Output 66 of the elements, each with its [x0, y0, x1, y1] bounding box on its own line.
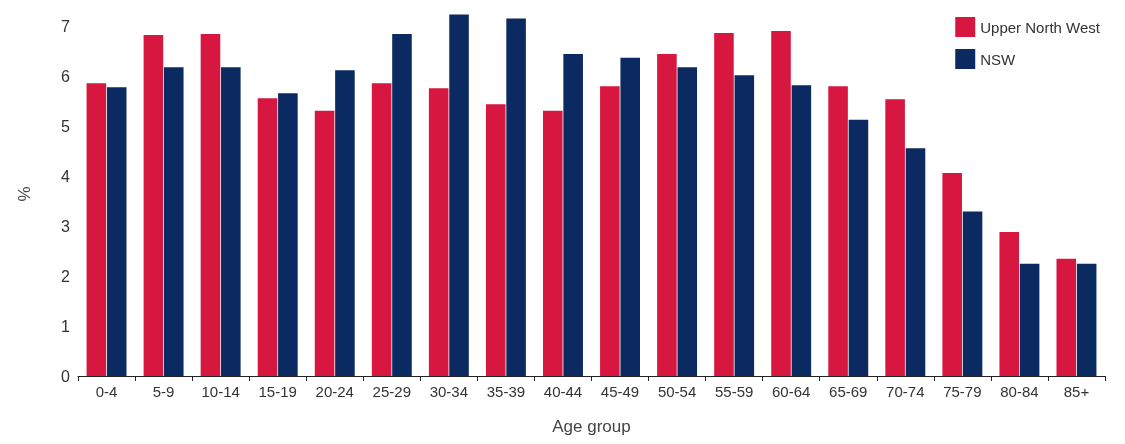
x-tick-label: 80-84	[1000, 383, 1039, 400]
x-axis-title: Age group	[552, 417, 631, 436]
y-tick-label: 5	[61, 118, 71, 136]
bar	[106, 87, 127, 376]
bar	[1056, 258, 1077, 376]
bar	[905, 148, 926, 376]
bar	[163, 67, 184, 376]
bar	[221, 67, 241, 376]
x-tick-label: 30-34	[429, 383, 469, 400]
bar	[828, 86, 848, 376]
bar	[714, 32, 734, 376]
bar	[1076, 263, 1097, 376]
y-tick-label: 4	[61, 168, 71, 186]
bar	[428, 88, 449, 376]
bar	[962, 211, 983, 376]
bar	[771, 30, 791, 376]
bar	[86, 83, 107, 376]
bar	[335, 70, 355, 376]
x-tick-label: 55-59	[714, 383, 754, 400]
x-tick-label: 60-64	[772, 383, 811, 400]
bar	[677, 67, 698, 376]
x-tick-label: 20-24	[315, 383, 354, 400]
bar	[1019, 263, 1040, 376]
bar	[371, 83, 392, 376]
bar	[563, 53, 583, 376]
bar	[620, 57, 640, 376]
y-tick-label: 2	[61, 267, 71, 285]
bar	[449, 14, 469, 376]
x-tick-label: 65-69	[829, 383, 868, 400]
x-tick-label: 25-29	[372, 383, 411, 400]
x-tick-label: 75-79	[943, 383, 982, 400]
x-tick-label: 70-74	[886, 383, 925, 400]
bar	[734, 75, 755, 376]
bar	[885, 99, 905, 376]
bar	[278, 93, 298, 376]
legend-label: Upper North West	[980, 18, 1101, 36]
x-tick-label: 10-14	[201, 383, 240, 400]
bar	[657, 53, 677, 376]
x-tick-label: 40-44	[543, 383, 583, 400]
bar	[942, 173, 962, 376]
y-tick-label: 3	[61, 217, 71, 235]
bar	[200, 33, 221, 376]
x-tick-label: 45-49	[600, 383, 640, 400]
x-tick-label: 5-9	[152, 383, 175, 400]
y-tick-label: 6	[61, 68, 71, 86]
bar	[314, 110, 335, 376]
bar	[506, 18, 526, 376]
legend-label: NSW	[980, 50, 1017, 68]
x-tick-label: 35-39	[486, 383, 526, 400]
x-tick-label: 50-54	[657, 383, 697, 400]
bar	[999, 231, 1020, 376]
bar	[600, 86, 620, 376]
y-axis-title: %	[15, 186, 34, 202]
bar	[791, 85, 812, 376]
bar	[485, 104, 506, 376]
bar	[143, 34, 164, 376]
x-tick-label: 15-19	[258, 383, 297, 400]
y-tick-label: 1	[61, 317, 71, 335]
x-tick-label: 0-4	[95, 383, 118, 400]
bar	[848, 119, 869, 376]
y-tick-label: 0	[61, 367, 71, 385]
x-tick-label: 85+	[1063, 383, 1090, 400]
bar	[257, 98, 278, 376]
bar	[543, 110, 563, 376]
bar	[392, 33, 412, 376]
y-tick-label: 7	[61, 18, 71, 36]
